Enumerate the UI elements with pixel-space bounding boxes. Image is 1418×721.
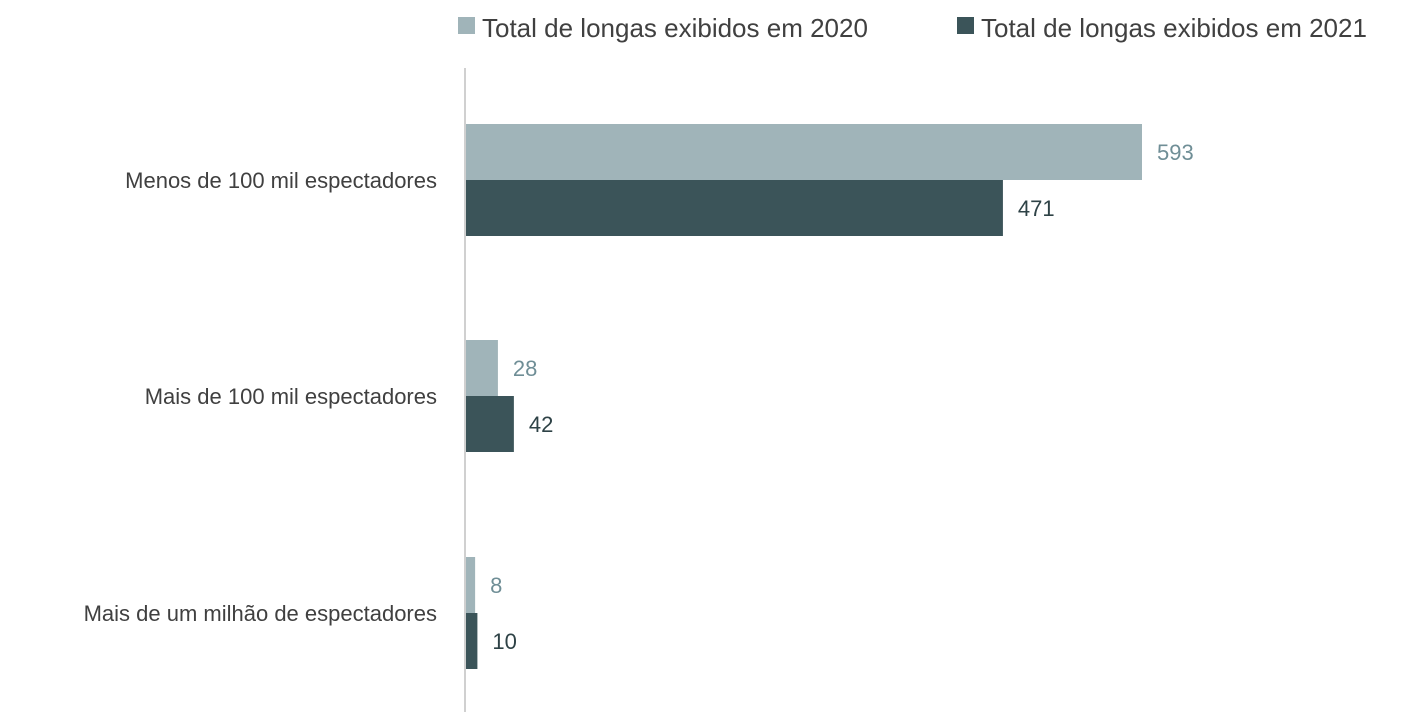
legend: Total de longas exibidos em 2020 Total de… bbox=[458, 13, 1367, 43]
legend-swatch-1 bbox=[458, 17, 475, 34]
value-label-2021-cat-2: 42 bbox=[529, 412, 553, 437]
bar-2021-cat-3 bbox=[466, 613, 478, 669]
value-label-2020-cat-1: 593 bbox=[1157, 140, 1194, 165]
category-label-1: Menos de 100 mil espectadores bbox=[125, 168, 437, 193]
value-label-2020-cat-3: 8 bbox=[490, 573, 502, 598]
category-label-3: Mais de um milhão de espectadores bbox=[84, 601, 437, 626]
legend-swatch-2 bbox=[957, 17, 974, 34]
legend-label-1: Total de longas exibidos em 2020 bbox=[482, 13, 868, 43]
bar-2021-cat-2 bbox=[466, 396, 514, 452]
bar-2020-cat-3 bbox=[466, 557, 476, 613]
bar-2021-cat-1 bbox=[466, 180, 1003, 236]
bar-2020-cat-2 bbox=[466, 340, 498, 396]
category-label-2: Mais de 100 mil espectadores bbox=[145, 384, 437, 409]
value-label-2020-cat-2: 28 bbox=[513, 356, 537, 381]
legend-label-2: Total de longas exibidos em 2021 bbox=[981, 13, 1367, 43]
value-label-2021-cat-3: 10 bbox=[492, 629, 516, 654]
bar-2020-cat-1 bbox=[466, 124, 1142, 180]
value-label-2021-cat-1: 471 bbox=[1018, 196, 1055, 221]
bars bbox=[466, 124, 1142, 669]
category-labels: Menos de 100 mil espectadores Mais de 100… bbox=[84, 168, 437, 626]
value-labels: 593 471 28 42 8 10 bbox=[490, 140, 1194, 654]
